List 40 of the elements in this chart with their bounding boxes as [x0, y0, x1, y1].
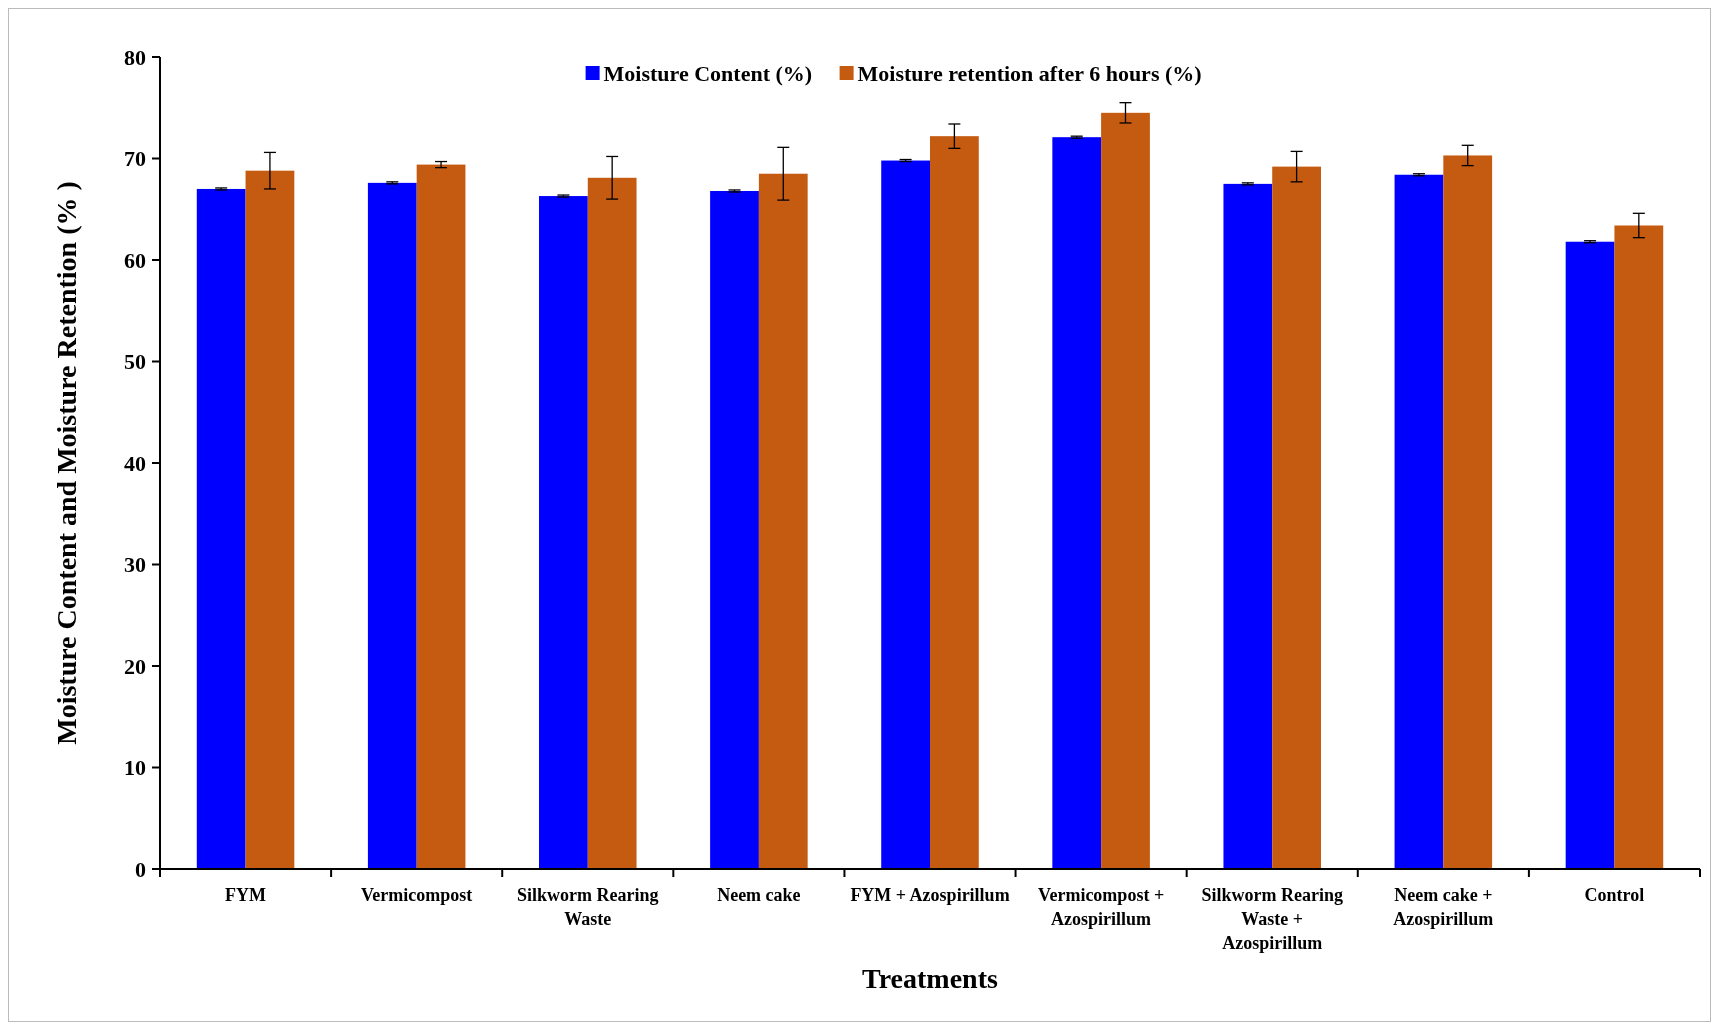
bar — [1565, 241, 1615, 869]
bar — [1272, 166, 1321, 869]
x-tick-label: Silkworm Rearing Waste — [517, 885, 659, 929]
y-tick-label: 10 — [124, 755, 146, 781]
legend-label: Moisture Content (%) — [603, 60, 813, 86]
bar — [1443, 155, 1493, 869]
y-tick-label: 50 — [124, 349, 146, 375]
x-axis-title: Treatments — [862, 963, 999, 994]
bar — [881, 160, 930, 869]
y-tick-label: 20 — [124, 653, 146, 679]
x-tick-label: FYM + Azospirillum — [850, 885, 1010, 905]
bar — [1614, 225, 1664, 869]
bar — [1394, 174, 1444, 869]
y-tick-label: 40 — [124, 450, 146, 476]
y-tick-label: 80 — [124, 44, 146, 70]
y-axis-title: Moisture Content and Moisture Retention (% ) — [51, 181, 82, 745]
x-tick-label: FYM — [225, 885, 267, 905]
bar — [245, 170, 295, 869]
x-tick-label: Vermicompost — [361, 885, 473, 905]
legend-label: Moisture retention after 6 hours (%) — [857, 60, 1202, 86]
bar — [367, 182, 417, 869]
y-tick-label: 70 — [124, 146, 146, 172]
x-tick-label: Silkworm Rearing Waste + Azospirillum — [1201, 885, 1343, 953]
bar — [587, 177, 637, 869]
y-tick-label: 30 — [124, 552, 146, 578]
bar — [539, 196, 588, 869]
x-tick-label: Vermicompost + Azospirillum — [1038, 885, 1165, 929]
x-tick-label: Neem cake — [717, 885, 801, 905]
x-tick-label: Neem cake + Azospirillum — [1393, 885, 1494, 929]
bar — [930, 136, 979, 869]
y-tick-label: 0 — [135, 856, 146, 882]
bar — [710, 190, 759, 869]
bar — [196, 188, 246, 869]
bar — [1052, 137, 1102, 869]
y-tick-label: 60 — [124, 247, 146, 273]
bar — [416, 164, 466, 869]
x-tick-label: Control — [1584, 885, 1645, 905]
bar — [758, 173, 808, 869]
bar — [1223, 183, 1273, 869]
bar — [1101, 112, 1150, 869]
